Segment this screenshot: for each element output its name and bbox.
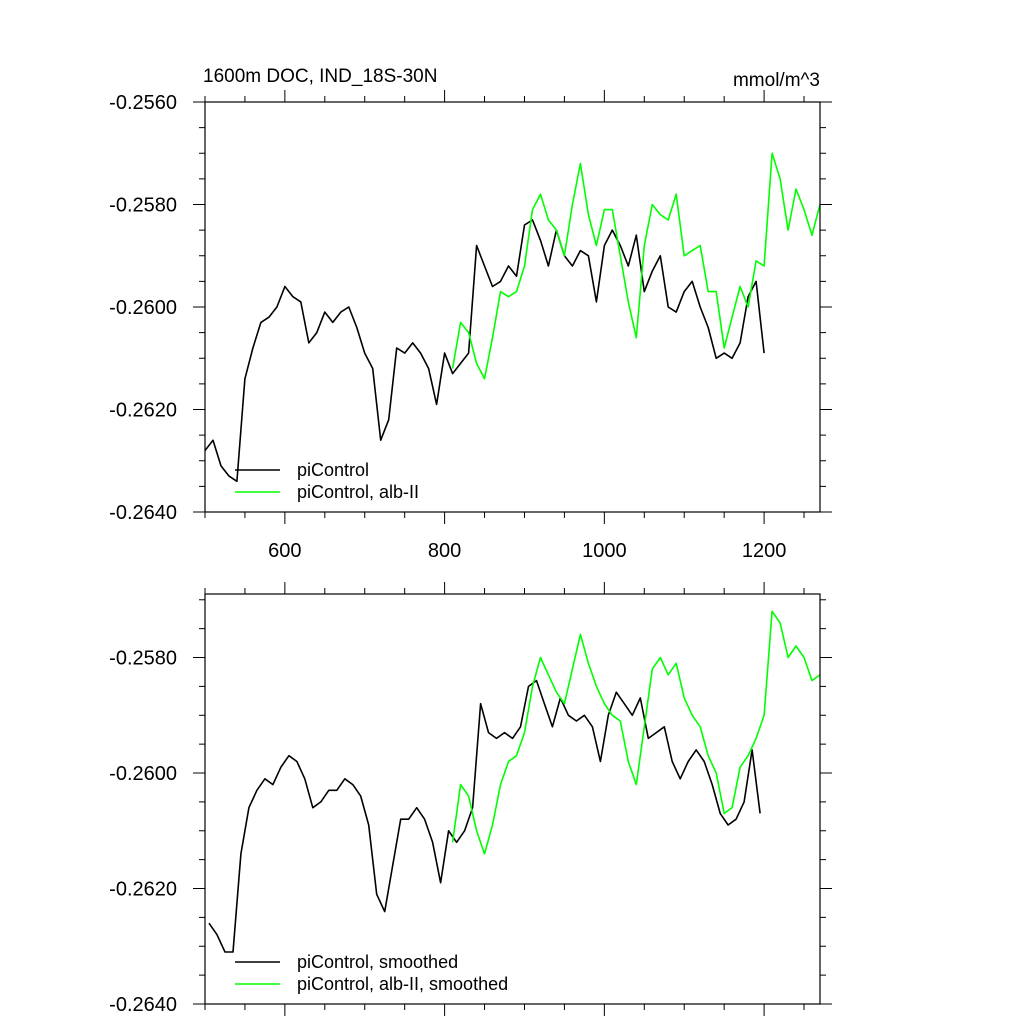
y-tick-label: -0.2600 [109, 763, 177, 785]
y-tick-label: -0.2580 [109, 195, 177, 217]
legend-label-1: piControl, alb-II, smoothed [297, 974, 508, 994]
y-tick-label: -0.2600 [109, 297, 177, 319]
y-tick-label: -0.2640 [109, 994, 177, 1016]
chart-title: 1600m DOC, IND_18S-30N [203, 66, 437, 87]
series-line-1 [451, 152, 820, 380]
series-line-0 [208, 679, 761, 953]
x-tick-label: 600 [268, 540, 301, 562]
top-panel: 1600m DOC, IND_18S-30N mmol/m^3 600 800 10… [109, 66, 832, 562]
legend-label-1: piControl, alb-II [297, 482, 419, 502]
plot-frame [204, 593, 821, 1005]
x-tick-label: 1000 [582, 540, 627, 562]
series-line-1 [451, 610, 820, 855]
bottom-panel: -0.2640 -0.2620 -0.2600 -0.2580 piControl, s… [109, 582, 832, 1016]
y-tick-label: -0.2640 [109, 502, 177, 524]
y-tick-label: -0.2560 [109, 92, 177, 114]
series-line-0 [205, 219, 765, 483]
y-tick-label: -0.2620 [109, 879, 177, 901]
units-label: mmol/m^3 [733, 70, 820, 91]
x-tick-label: 800 [428, 540, 461, 562]
legend-label-0: piControl, smoothed [297, 952, 458, 972]
plot-frame [204, 101, 821, 513]
x-tick-label: 1200 [742, 540, 787, 562]
legend-label-0: piControl [297, 460, 369, 480]
y-tick-label: -0.2620 [109, 400, 177, 422]
y-tick-label: -0.2580 [109, 648, 177, 670]
